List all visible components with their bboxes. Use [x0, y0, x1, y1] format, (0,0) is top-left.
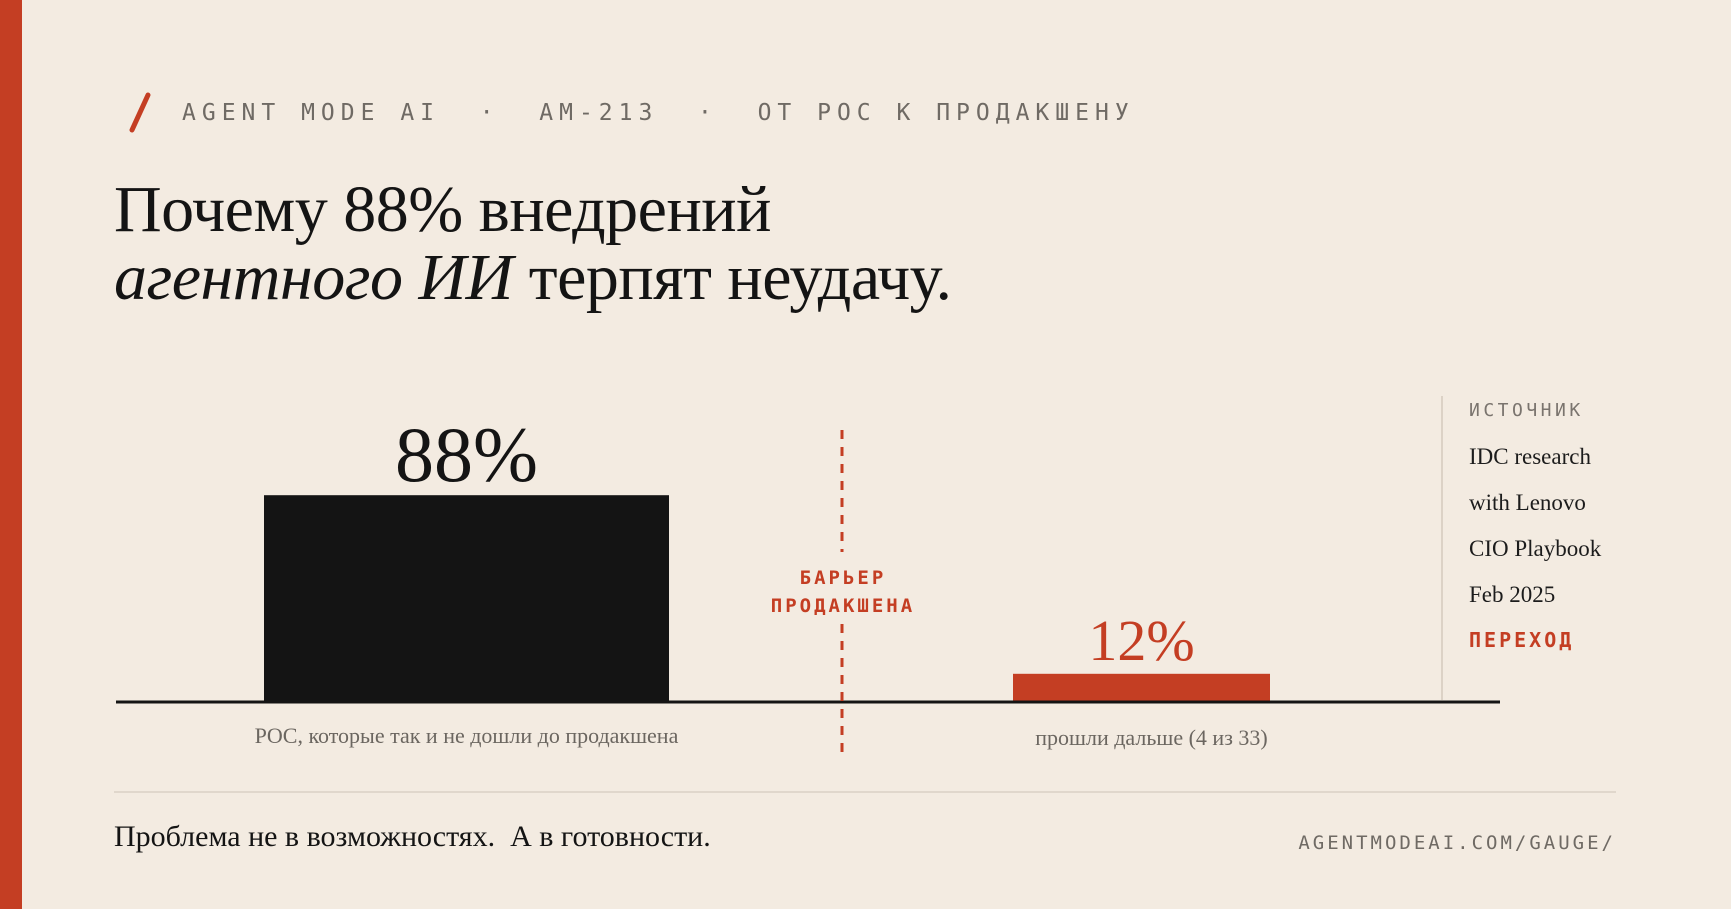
site-url-link[interactable]: AGENTMODEAI.COM/GAUGE/ — [1298, 832, 1616, 854]
accent-stripe — [0, 0, 22, 909]
title-line-1: Почему 88% внедрений — [114, 173, 771, 246]
source-label: ИСТОЧНИК — [1469, 400, 1584, 421]
category-label-1: POC, которые так и не дошли до продакшен… — [255, 723, 679, 748]
title-italic: агентного ИИ — [114, 241, 513, 314]
title-line-2: агентного ИИ терпят неудачу. — [114, 244, 952, 312]
page-title: Почему 88% внедрений агентного ИИ терпят… — [114, 176, 952, 312]
bar-value-label-1: 88% — [395, 411, 538, 498]
bar-value-label-2: 12% — [1088, 608, 1194, 673]
source-panel: ИСТОЧНИК IDC research with Lenovo CIO Pl… — [1469, 400, 1601, 652]
source-lines: IDC research with Lenovo CIO Playbook Fe… — [1469, 434, 1601, 618]
bar-2 — [1013, 673, 1270, 702]
source-line: with Lenovo — [1469, 490, 1586, 515]
bar-1 — [264, 495, 669, 702]
footer-tagline: Проблема не в возможностях. А в готовнос… — [114, 820, 711, 853]
header-kicker: AGENT MODE AI · AM-213 · ОТ POC К ПРОДАК… — [127, 92, 1135, 134]
kicker-text: AGENT MODE AI · AM-213 · ОТ POC К ПРОДАК… — [182, 100, 1135, 126]
title-rest: терпят неудачу. — [512, 241, 952, 314]
source-link[interactable]: ПЕРЕХОД — [1469, 628, 1575, 652]
barrier-label-line-1: БАРЬЕР — [800, 567, 887, 589]
source-line: Feb 2025 — [1469, 582, 1556, 607]
footer-divider — [114, 791, 1616, 793]
source-line: IDC research — [1469, 444, 1591, 469]
source-line: CIO Playbook — [1469, 536, 1602, 561]
barrier-label-line-2: ПРОДАКШЕНА — [771, 595, 915, 617]
category-label-2: прошли дальше (4 из 33) — [1035, 725, 1267, 750]
source-divider — [1441, 396, 1443, 700]
bars-group: 88% POC, которые так и не дошли до продак… — [255, 411, 1270, 750]
slash-icon — [129, 92, 151, 133]
